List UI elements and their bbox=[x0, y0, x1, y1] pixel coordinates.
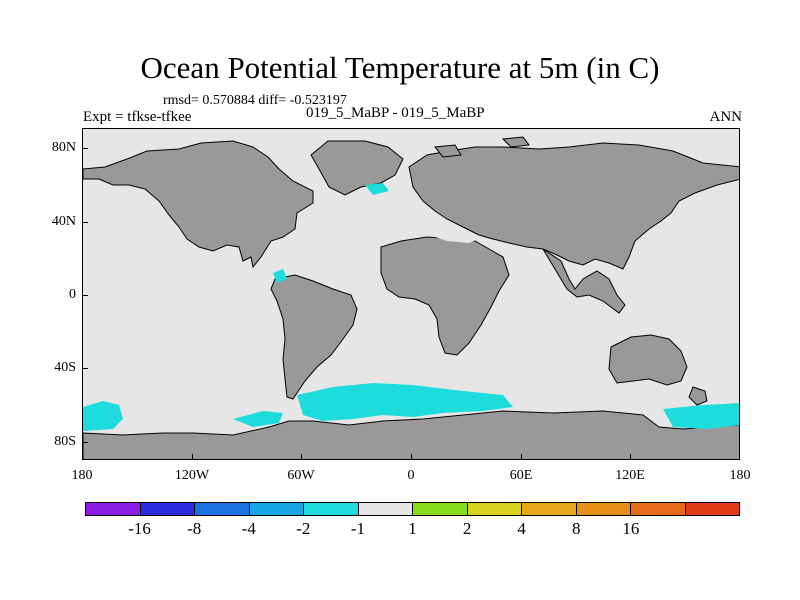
x-tick-mark bbox=[301, 454, 302, 460]
map-panel bbox=[82, 128, 740, 460]
plot-title: Ocean Potential Temperature at 5m (in C) bbox=[140, 50, 660, 85]
x-tick-180E: 180 bbox=[729, 468, 751, 483]
x-tick-0: 0 bbox=[407, 468, 415, 483]
colorbar-label: -8 bbox=[187, 519, 202, 538]
y-tick-mark bbox=[82, 442, 88, 443]
world-map bbox=[83, 136, 739, 459]
land-antarctica bbox=[83, 410, 739, 459]
stats-text: rmsd= 0.570884 diff= -0.523197 bbox=[163, 93, 347, 108]
anomaly-southern-ocean-pacific bbox=[233, 411, 283, 427]
x-tick-180W: 180 bbox=[71, 468, 93, 483]
land-australia bbox=[608, 334, 688, 386]
y-tick-mark bbox=[82, 368, 88, 369]
x-tick-mark bbox=[192, 454, 193, 460]
colorbar-segment bbox=[249, 503, 304, 515]
experiment-label: Expt = tfkse-tfkee bbox=[83, 109, 192, 125]
land-north-america bbox=[83, 140, 314, 269]
colorbar-label: 4 bbox=[517, 519, 526, 538]
x-tick-mark bbox=[630, 454, 631, 460]
colorbar-segment bbox=[140, 503, 195, 515]
colorbar-label: -16 bbox=[128, 519, 151, 538]
colorbar-segment bbox=[358, 503, 413, 515]
land-africa bbox=[380, 236, 510, 356]
colorbar-segment bbox=[522, 503, 577, 515]
sea-mediterranean bbox=[419, 225, 483, 243]
x-tick-mark bbox=[411, 454, 412, 460]
colorbar-segment bbox=[685, 503, 739, 515]
y-tick-mark bbox=[82, 295, 88, 296]
land-arctic-island bbox=[501, 136, 530, 148]
anomaly-southern-ocean-west bbox=[83, 401, 123, 431]
y-tick-80N: 80N bbox=[51, 140, 76, 155]
season-label: ANN bbox=[709, 109, 743, 125]
y-tick-mark bbox=[82, 148, 88, 149]
colorbar-label: 8 bbox=[572, 519, 581, 538]
colorbar-label: -1 bbox=[350, 519, 365, 538]
land-new-zealand bbox=[688, 386, 708, 406]
colorbar-label: -4 bbox=[241, 519, 256, 538]
anomaly-caribbean bbox=[273, 269, 287, 283]
land-south-america bbox=[270, 274, 358, 400]
colorbar-segment bbox=[195, 503, 250, 515]
x-tick-60E: 60E bbox=[509, 468, 533, 483]
land-south-asia bbox=[542, 248, 626, 314]
anomaly-north-atlantic bbox=[365, 183, 389, 195]
colorbar-label: 16 bbox=[622, 519, 640, 538]
anomaly-southern-ocean-east bbox=[663, 403, 739, 429]
colorbar-label: 2 bbox=[462, 519, 472, 538]
colorbar-segment bbox=[467, 503, 522, 515]
colorbar-label: 1 bbox=[408, 519, 417, 538]
land-eurasia bbox=[408, 142, 739, 270]
case-label: 019_5_MaBP - 019_5_MaBP bbox=[306, 105, 485, 121]
land-svalbard bbox=[434, 144, 462, 158]
colorbar bbox=[85, 502, 740, 516]
colorbar-segment bbox=[413, 503, 468, 515]
y-tick-40S: 40S bbox=[54, 360, 76, 375]
x-tick-60W: 60W bbox=[287, 468, 315, 483]
colorbar-segment bbox=[631, 503, 686, 515]
y-tick-mark bbox=[82, 222, 88, 223]
anomaly-southern-ocean-atlantic bbox=[297, 383, 513, 421]
land-greenland bbox=[310, 140, 404, 196]
colorbar-label: -2 bbox=[296, 519, 311, 538]
colorbar-segment bbox=[576, 503, 631, 515]
y-tick-40N: 40N bbox=[51, 214, 76, 229]
x-tick-mark bbox=[521, 454, 522, 460]
colorbar-segment bbox=[86, 503, 141, 515]
colorbar-segment bbox=[304, 503, 359, 515]
x-tick-120E: 120E bbox=[615, 468, 645, 483]
y-tick-80S: 80S bbox=[54, 434, 76, 449]
y-tick-0: 0 bbox=[69, 287, 76, 302]
x-tick-120W: 120W bbox=[174, 468, 210, 483]
